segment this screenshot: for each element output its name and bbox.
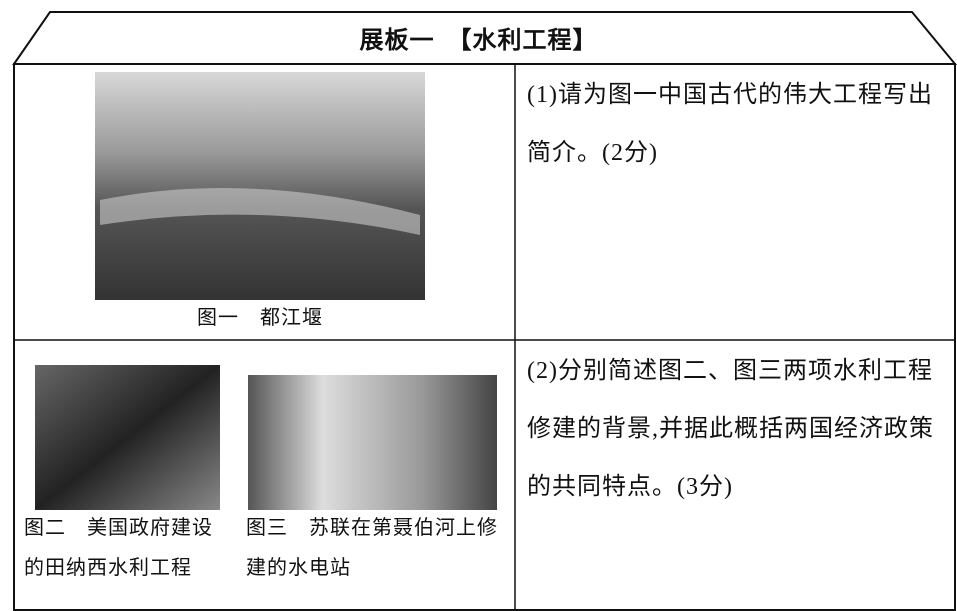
caption: 图二 美国政府建设的田纳西水利工程 (24, 517, 213, 579)
photo-dnieper (248, 375, 497, 510)
caption: 图一 都江堰 (197, 307, 323, 329)
caption: 图三 苏联在第聂伯河上修建的水电站 (246, 517, 498, 579)
question: (1)请为图一中国古代的伟大工程写出简介。(2分) (527, 82, 933, 166)
photo-dujiangyan (95, 72, 425, 300)
header-title: 展板一 【水利工程】 (359, 26, 598, 54)
table-border (13, 63, 956, 611)
photo-tennessee (35, 365, 220, 510)
photo-river (100, 188, 420, 235)
question: (2)分别简述图二、图三两项水利工程修建的背景,并据此概括两国经济政策的共同特点… (527, 358, 934, 500)
